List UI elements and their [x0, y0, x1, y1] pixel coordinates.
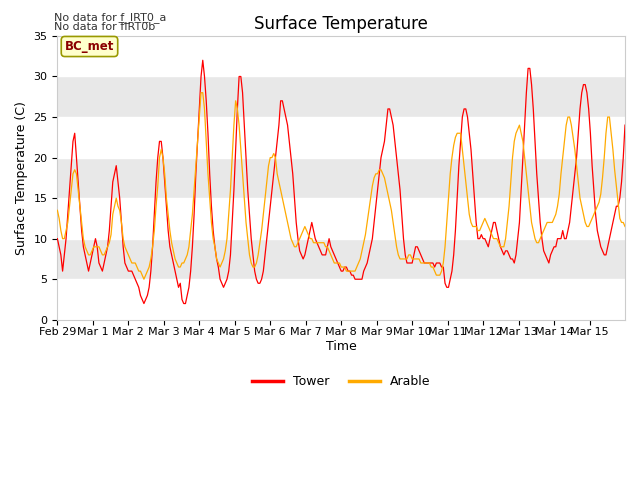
Bar — [58, 198, 625, 239]
X-axis label: Time: Time — [326, 340, 356, 353]
Bar — [58, 36, 625, 76]
Bar — [58, 117, 625, 157]
Text: No data for f_IRT0_a: No data for f_IRT0_a — [54, 12, 167, 23]
Legend: Tower, Arable: Tower, Arable — [247, 370, 435, 393]
Y-axis label: Surface Temperature (C): Surface Temperature (C) — [15, 101, 28, 255]
Text: BC_met: BC_met — [65, 40, 114, 53]
Title: Surface Temperature: Surface Temperature — [254, 15, 428, 33]
Text: No data for f̅IRT0̅b: No data for f̅IRT0̅b — [54, 22, 156, 32]
Bar — [58, 279, 625, 320]
